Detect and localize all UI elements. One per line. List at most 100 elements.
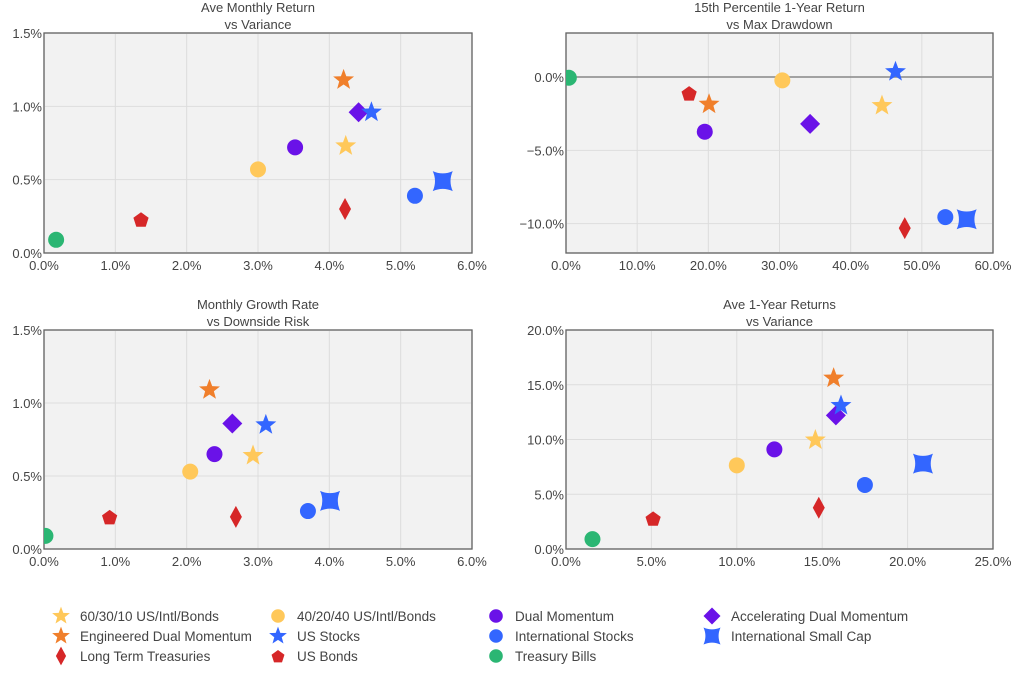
point-s4020[interactable]: [250, 161, 266, 178]
point-intl[interactable]: [937, 209, 954, 226]
point-s6030[interactable]: [242, 444, 264, 465]
point-dm[interactable]: [287, 139, 304, 156]
legend-label: 60/30/10 US/Intl/Bonds: [80, 608, 219, 624]
point-edm[interactable]: [698, 93, 720, 114]
point-intl[interactable]: [299, 503, 316, 520]
legend-item-usb[interactable]: US Bonds: [269, 647, 358, 665]
point-intl[interactable]: [406, 187, 423, 204]
point-ltt[interactable]: [229, 505, 242, 528]
legend-label: International Small Cap: [731, 628, 872, 644]
point-tb[interactable]: [584, 531, 601, 548]
legend-item-tb[interactable]: Treasury Bills: [487, 647, 596, 665]
y-tick-label: 0.0%: [12, 246, 42, 261]
point-tb[interactable]: [37, 527, 54, 544]
legend-marker-adm[interactable]: [703, 607, 721, 625]
point-uss[interactable]: [255, 413, 277, 434]
point-s4020[interactable]: [182, 463, 199, 480]
star-icon: [52, 626, 70, 644]
point-tb[interactable]: [48, 231, 65, 248]
y-tick-label: −10.0%: [520, 217, 565, 232]
legend-marker-ltt[interactable]: [55, 646, 67, 666]
point-tb[interactable]: [561, 69, 577, 86]
x-tick-label: 10.0%: [619, 258, 656, 273]
x-tick-label: 4.0%: [315, 258, 345, 273]
point-usb[interactable]: [102, 509, 118, 525]
legend-item-adm[interactable]: Accelerating Dual Momentum: [703, 607, 908, 625]
plot-border: [43, 329, 473, 550]
points-layer: [37, 378, 341, 544]
point-intl[interactable]: [856, 476, 873, 493]
legend-marker-intl[interactable]: [489, 629, 503, 643]
x-tick-label: 5.0%: [386, 554, 416, 569]
x-tick-label: 15.0%: [804, 554, 841, 569]
point-edm[interactable]: [333, 68, 355, 89]
y-tick-label: 10.0%: [527, 433, 564, 448]
legend-marker-usb[interactable]: [271, 650, 285, 663]
legend-marker-isc[interactable]: [703, 627, 721, 645]
point-usb[interactable]: [645, 511, 661, 526]
point-edm[interactable]: [823, 367, 845, 388]
points-layer: [48, 68, 453, 248]
legend-item-s4020[interactable]: 40/20/40 US/Intl/Bonds: [269, 607, 436, 625]
legend-marker-edm[interactable]: [52, 626, 70, 644]
point-s6030[interactable]: [871, 94, 893, 115]
legend-item-uss[interactable]: US Stocks: [269, 626, 360, 645]
legend-item-ltt[interactable]: Long Term Treasuries: [52, 646, 210, 666]
legend-marker-s4020[interactable]: [271, 609, 285, 623]
circle-icon: [489, 609, 503, 623]
y-tick-label: 0.0%: [534, 70, 564, 85]
point-dm[interactable]: [766, 441, 783, 458]
chart-subtitle: vs Max Drawdown: [726, 17, 832, 32]
legend-item-dm[interactable]: Dual Momentum: [487, 607, 614, 625]
x-tick-label: 1.0%: [101, 258, 131, 273]
point-dm[interactable]: [696, 123, 713, 140]
point-s6030[interactable]: [335, 134, 357, 155]
points-layer: [584, 367, 933, 548]
diamond-icon: [703, 607, 721, 625]
legend-item-edm[interactable]: Engineered Dual Momentum: [52, 626, 252, 645]
y-tick-label: 0.5%: [12, 469, 42, 484]
point-adm[interactable]: [222, 413, 243, 434]
y-tick-label: 0.0%: [534, 542, 564, 557]
point-adm[interactable]: [348, 102, 369, 123]
point-adm[interactable]: [800, 113, 821, 134]
point-isc[interactable]: [956, 209, 977, 230]
x-tick-label: 25.0%: [975, 554, 1012, 569]
point-isc[interactable]: [432, 171, 453, 192]
point-isc[interactable]: [320, 490, 341, 511]
point-uss[interactable]: [830, 394, 852, 415]
point-ltt[interactable]: [812, 496, 825, 519]
thin-diamond-icon: [55, 646, 67, 666]
chart-title: Ave 1-Year Returns: [723, 297, 836, 312]
point-usb[interactable]: [133, 212, 149, 227]
x-tick-label: 20.0%: [889, 554, 926, 569]
pentagon-icon: [271, 650, 285, 663]
legend-item-s6030[interactable]: 60/30/10 US/Intl/Bonds: [52, 606, 219, 625]
point-ltt[interactable]: [898, 217, 911, 240]
chart-title: Ave Monthly Return: [201, 0, 315, 15]
x-tick-label: 5.0%: [637, 554, 667, 569]
legend-marker-s6030[interactable]: [52, 606, 70, 624]
plot-border: [565, 32, 994, 254]
legend-item-isc[interactable]: International Small Cap: [703, 627, 871, 645]
legend-marker-dm[interactable]: [489, 609, 503, 623]
point-adm[interactable]: [825, 405, 846, 426]
y-tick-label: 20.0%: [527, 323, 564, 338]
point-s4020[interactable]: [728, 457, 745, 474]
point-ltt[interactable]: [339, 198, 352, 220]
x-tick-label: 3.0%: [243, 258, 273, 273]
point-uss[interactable]: [885, 60, 906, 81]
point-dm[interactable]: [206, 446, 223, 463]
point-s6030[interactable]: [804, 429, 826, 449]
point-edm[interactable]: [199, 378, 220, 399]
legend-item-intl[interactable]: International Stocks: [487, 627, 634, 645]
legend-marker-uss[interactable]: [269, 626, 287, 644]
legend-marker-tb[interactable]: [489, 649, 503, 663]
star-icon: [52, 606, 70, 624]
point-s4020[interactable]: [774, 72, 791, 89]
point-isc[interactable]: [912, 453, 933, 474]
y-tick-label: 15.0%: [527, 378, 564, 393]
point-usb[interactable]: [681, 86, 697, 101]
point-uss[interactable]: [360, 101, 382, 122]
